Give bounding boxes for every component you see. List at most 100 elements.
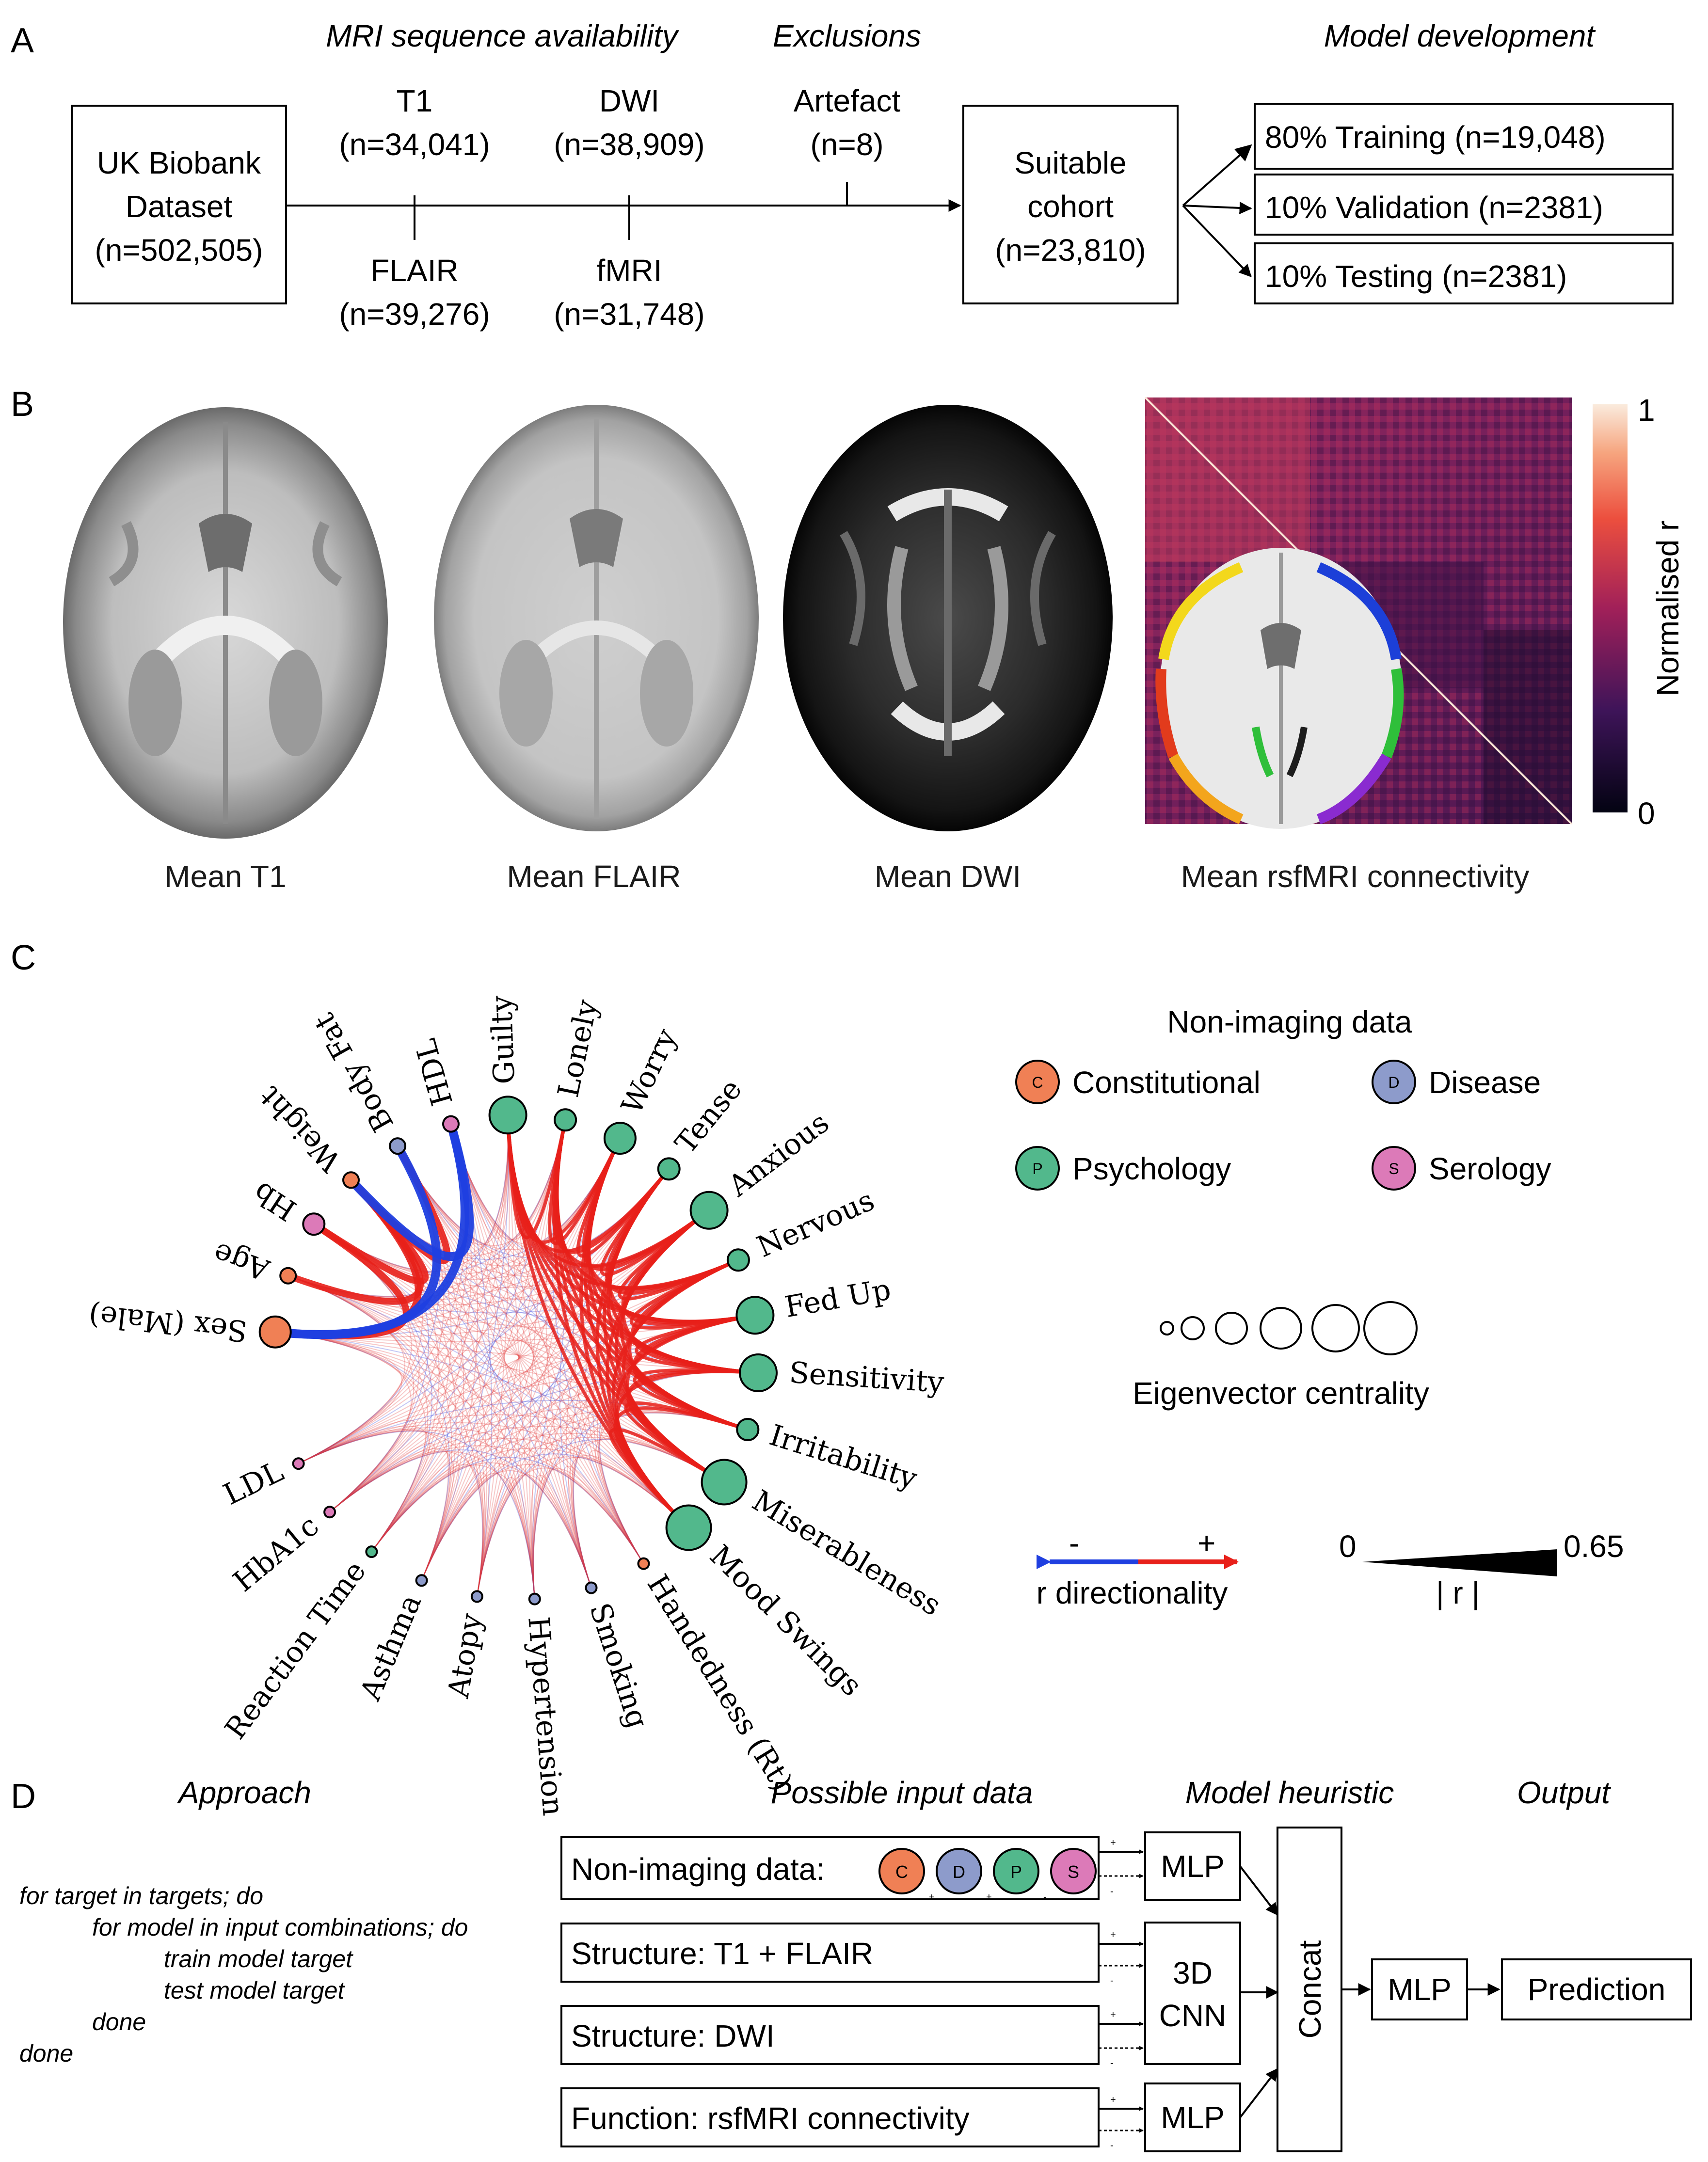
badge-sep-2: + [986,1892,992,1903]
edge-faint [533,1412,748,1599]
chord-node-label: Smoking [583,1599,655,1733]
split-validation: 10% Validation (n=2381) [1265,190,1603,225]
chord-node [302,1212,326,1236]
concat-box [1277,1827,1342,2152]
legend-constitutional: C Constitutional [1015,1060,1261,1104]
edge-faint [313,1138,621,1275]
legend-letter-s: S [1389,1160,1399,1177]
panel-label-d: D [11,1777,36,1816]
fmri-label: fMRI [596,253,662,288]
header-mri: MRI sequence availability [326,18,680,53]
panel-label-a: A [11,21,34,60]
edge-faint [275,1331,412,1512]
edge-faint [476,1474,592,1597]
edge-faint [298,1414,725,1483]
legend-title: Non-imaging data [1167,1004,1412,1039]
split-box-validation [1254,174,1674,236]
chord-node-label: Irritability [766,1418,921,1496]
edge-faint [287,1275,592,1588]
edge-faint [275,1331,402,1464]
cnn-line1: 3D [1173,1955,1213,1990]
edge-faint [371,1447,689,1552]
code-line-3: train model target [164,1945,353,1972]
brain-flair-image [434,405,759,831]
edge-faint [421,1115,509,1581]
parcellation-brain-overlay [1155,548,1404,829]
chord-node [365,1545,378,1558]
chord-node [323,1506,336,1519]
edge-faint [298,1429,451,1581]
minus-mark-4: - [1110,2140,1114,2151]
colorbar [1593,404,1628,812]
edge-faint [532,1457,689,1599]
artefact-label: Artefact [794,83,901,118]
mlp-out-box [1371,1958,1468,2020]
ukb-line3: (n=502,505) [95,233,263,268]
dwi-n: (n=38,909) [554,127,704,162]
chord-node-label: Worry [615,1024,684,1119]
chord-node [739,1353,778,1392]
edge-faint [287,1275,535,1599]
arrow-mlp2-concat [1239,2067,1278,2118]
concat-label: Concat [1293,1940,1327,2038]
edge-faint [298,1427,644,1564]
cnn-box [1144,1922,1241,2065]
artefact-n: (n=8) [810,127,883,162]
edge-faint [421,1411,748,1581]
input-badge-p-letter: P [1010,1862,1022,1882]
ukb-box [71,105,287,304]
edge-faint [275,1331,592,1588]
edge-faint [371,1432,725,1552]
flair-label: FLAIR [370,253,458,288]
legend-letter-d: D [1388,1074,1399,1091]
chord-node-label: Hb [247,1175,303,1227]
input-badge-p [993,1848,1039,1894]
edge-faint [476,1412,748,1597]
edge-faint [371,1457,644,1564]
edge-faint [298,1431,535,1599]
edge-faint [397,1115,509,1245]
code-line-1: for target in targets; do [19,1882,263,1909]
edge-faint [371,1462,592,1588]
edge-faint [476,1115,510,1597]
split-arrow-testing [1182,205,1252,277]
ukb-line2: Dataset [126,189,233,224]
brain-dwi-image [783,405,1113,831]
chord-node-label: Age [209,1236,274,1287]
edge-faint [450,1124,644,1564]
chord-node-label: Weight [253,1080,348,1178]
edge-faint [329,1450,485,1597]
header-approach: Approach [176,1775,311,1810]
input-badge-s-letter: S [1068,1862,1079,1882]
chord-node [258,1315,292,1349]
fmri-n: (n=31,748) [554,297,704,332]
panel-a: A MRI sequence availability Exclusions M… [11,18,1674,332]
edge-faint [421,1464,644,1581]
edge-faint [568,1455,689,1588]
edge-faint [329,1443,435,1552]
chord-node-label: Lonely [551,997,605,1100]
brain-t1-image [63,407,388,839]
edge-faint [275,1331,644,1564]
colorbar-label: Normalised r [1650,521,1685,697]
code-line-2: for model in input combinations; do [92,1914,468,1941]
chord-node-label: Anxious [722,1106,836,1204]
edge-faint [287,1275,429,1552]
split-testing: 10% Testing (n=2381) [1265,259,1567,294]
edge-faint [329,1448,454,1581]
ukb-line1: UK Biobank [97,145,261,180]
cohort-line1: Suitable [1014,145,1126,180]
minus-mark-3: - [1110,2058,1114,2068]
edge-faint [421,1473,535,1599]
edge-faint [371,1461,460,1581]
chord-node-label: Asthma [353,1590,429,1706]
header-input: Possible input data [771,1775,1033,1810]
chord-node-label: Body Fat [307,1007,400,1138]
centrality-label: Eigenvector centrality [1133,1376,1429,1411]
edge-faint [371,1409,748,1552]
input-badge-c-letter: C [895,1862,908,1882]
connectivity-matrix [1144,397,1573,829]
input-t1flair: Structure: T1 + FLAIR [571,1936,873,1971]
edge-faint [329,1115,509,1512]
edge-faint [476,1456,689,1597]
